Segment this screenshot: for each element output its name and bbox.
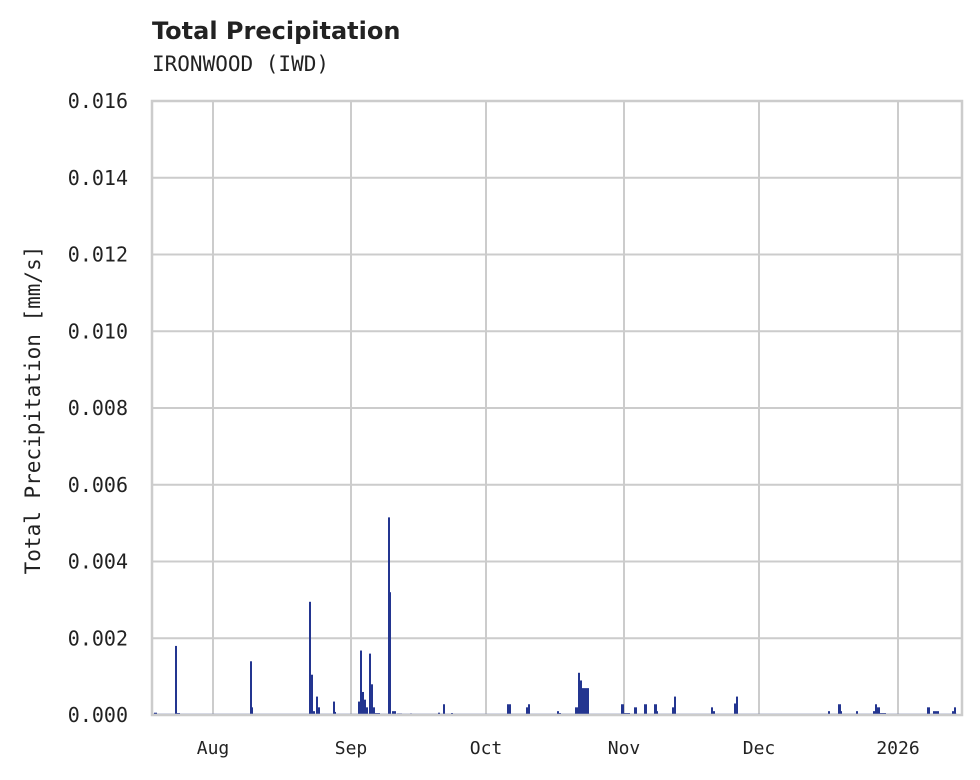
y-tick-label: 0.016 <box>68 89 128 113</box>
precip-spike <box>578 672 580 715</box>
precip-spike <box>674 696 676 715</box>
y-axis-ticks: 0.000 0.002 0.004 0.006 0.008 0.010 0.012 0.014… <box>68 89 128 727</box>
precip-spike <box>954 707 956 715</box>
precip-spike <box>927 707 930 715</box>
precip-spike <box>318 707 320 715</box>
precip-spike <box>557 711 559 715</box>
precip-spike <box>366 707 368 715</box>
x-tick-label: Sep <box>335 738 368 759</box>
precip-spike <box>526 707 528 715</box>
precip-spike <box>390 592 391 715</box>
precip-spike <box>443 704 445 715</box>
precip-spike <box>841 711 842 715</box>
chart-subtitle: IRONWOOD (IWD) <box>152 52 330 76</box>
precip-spike <box>584 688 586 715</box>
precip-spike <box>316 696 318 715</box>
precip-spike <box>250 661 252 715</box>
precip-spike <box>736 696 738 715</box>
precip-spike <box>838 704 841 715</box>
precip-spike <box>644 704 647 715</box>
precip-spike <box>877 707 880 715</box>
chart-title: Total Precipitation <box>152 17 401 45</box>
precip-spike <box>873 711 875 715</box>
precip-spike <box>672 707 674 715</box>
y-tick-label: 0.000 <box>68 703 128 727</box>
precip-spike <box>711 707 713 715</box>
precip-spike <box>373 707 375 715</box>
y-tick-label: 0.006 <box>68 473 128 497</box>
x-tick-label: Nov <box>608 738 641 759</box>
y-tick-label: 0.002 <box>68 626 128 650</box>
precip-spike <box>333 701 335 715</box>
precip-spike <box>313 711 315 715</box>
precip-spike <box>875 704 877 715</box>
precip-spike <box>371 684 373 715</box>
precip-spike <box>335 711 336 715</box>
y-tick-label: 0.012 <box>68 243 128 267</box>
x-tick-label: Oct <box>470 738 503 759</box>
precip-spike <box>175 645 177 715</box>
precip-spike <box>933 711 939 715</box>
y-tick-label: 0.008 <box>68 396 128 420</box>
precip-spike <box>621 704 624 715</box>
precip-spike <box>388 517 390 715</box>
precip-spike <box>580 680 582 715</box>
grid-lines <box>152 100 962 716</box>
precip-spike <box>309 601 311 715</box>
precip-spike <box>828 711 830 715</box>
precip-spike <box>582 688 584 715</box>
precip-spike <box>734 703 736 715</box>
precip-spike <box>360 650 362 715</box>
y-axis-label: Total Precipitation [mm/s] <box>21 246 45 575</box>
y-tick-label: 0.010 <box>68 319 128 343</box>
precip-spike <box>252 707 253 715</box>
precip-spike <box>507 704 511 715</box>
x-tick-label: 2026 <box>876 738 919 759</box>
precip-spike <box>364 699 366 715</box>
precip-spike <box>586 688 589 715</box>
precip-spike <box>575 707 578 715</box>
data-series <box>153 517 957 715</box>
precip-spike <box>392 711 396 715</box>
precip-spike <box>657 711 658 715</box>
precip-spike <box>654 704 657 715</box>
precip-spike <box>311 674 313 715</box>
precip-spike <box>369 653 371 715</box>
precip-spike <box>713 711 715 715</box>
precip-spike <box>856 711 858 715</box>
precip-spike <box>528 704 530 715</box>
precip-spike <box>358 701 360 715</box>
plot-frame <box>150 99 964 717</box>
precip-spike <box>952 711 954 715</box>
x-tick-label: Aug <box>197 738 230 759</box>
precip-spike <box>362 691 364 715</box>
y-tick-label: 0.014 <box>68 166 128 190</box>
y-tick-label: 0.004 <box>68 550 128 574</box>
precip-spike <box>634 707 637 715</box>
x-tick-label: Dec <box>743 738 776 759</box>
x-axis-ticks: Aug Sep Oct Nov Dec 2026 <box>197 738 920 759</box>
